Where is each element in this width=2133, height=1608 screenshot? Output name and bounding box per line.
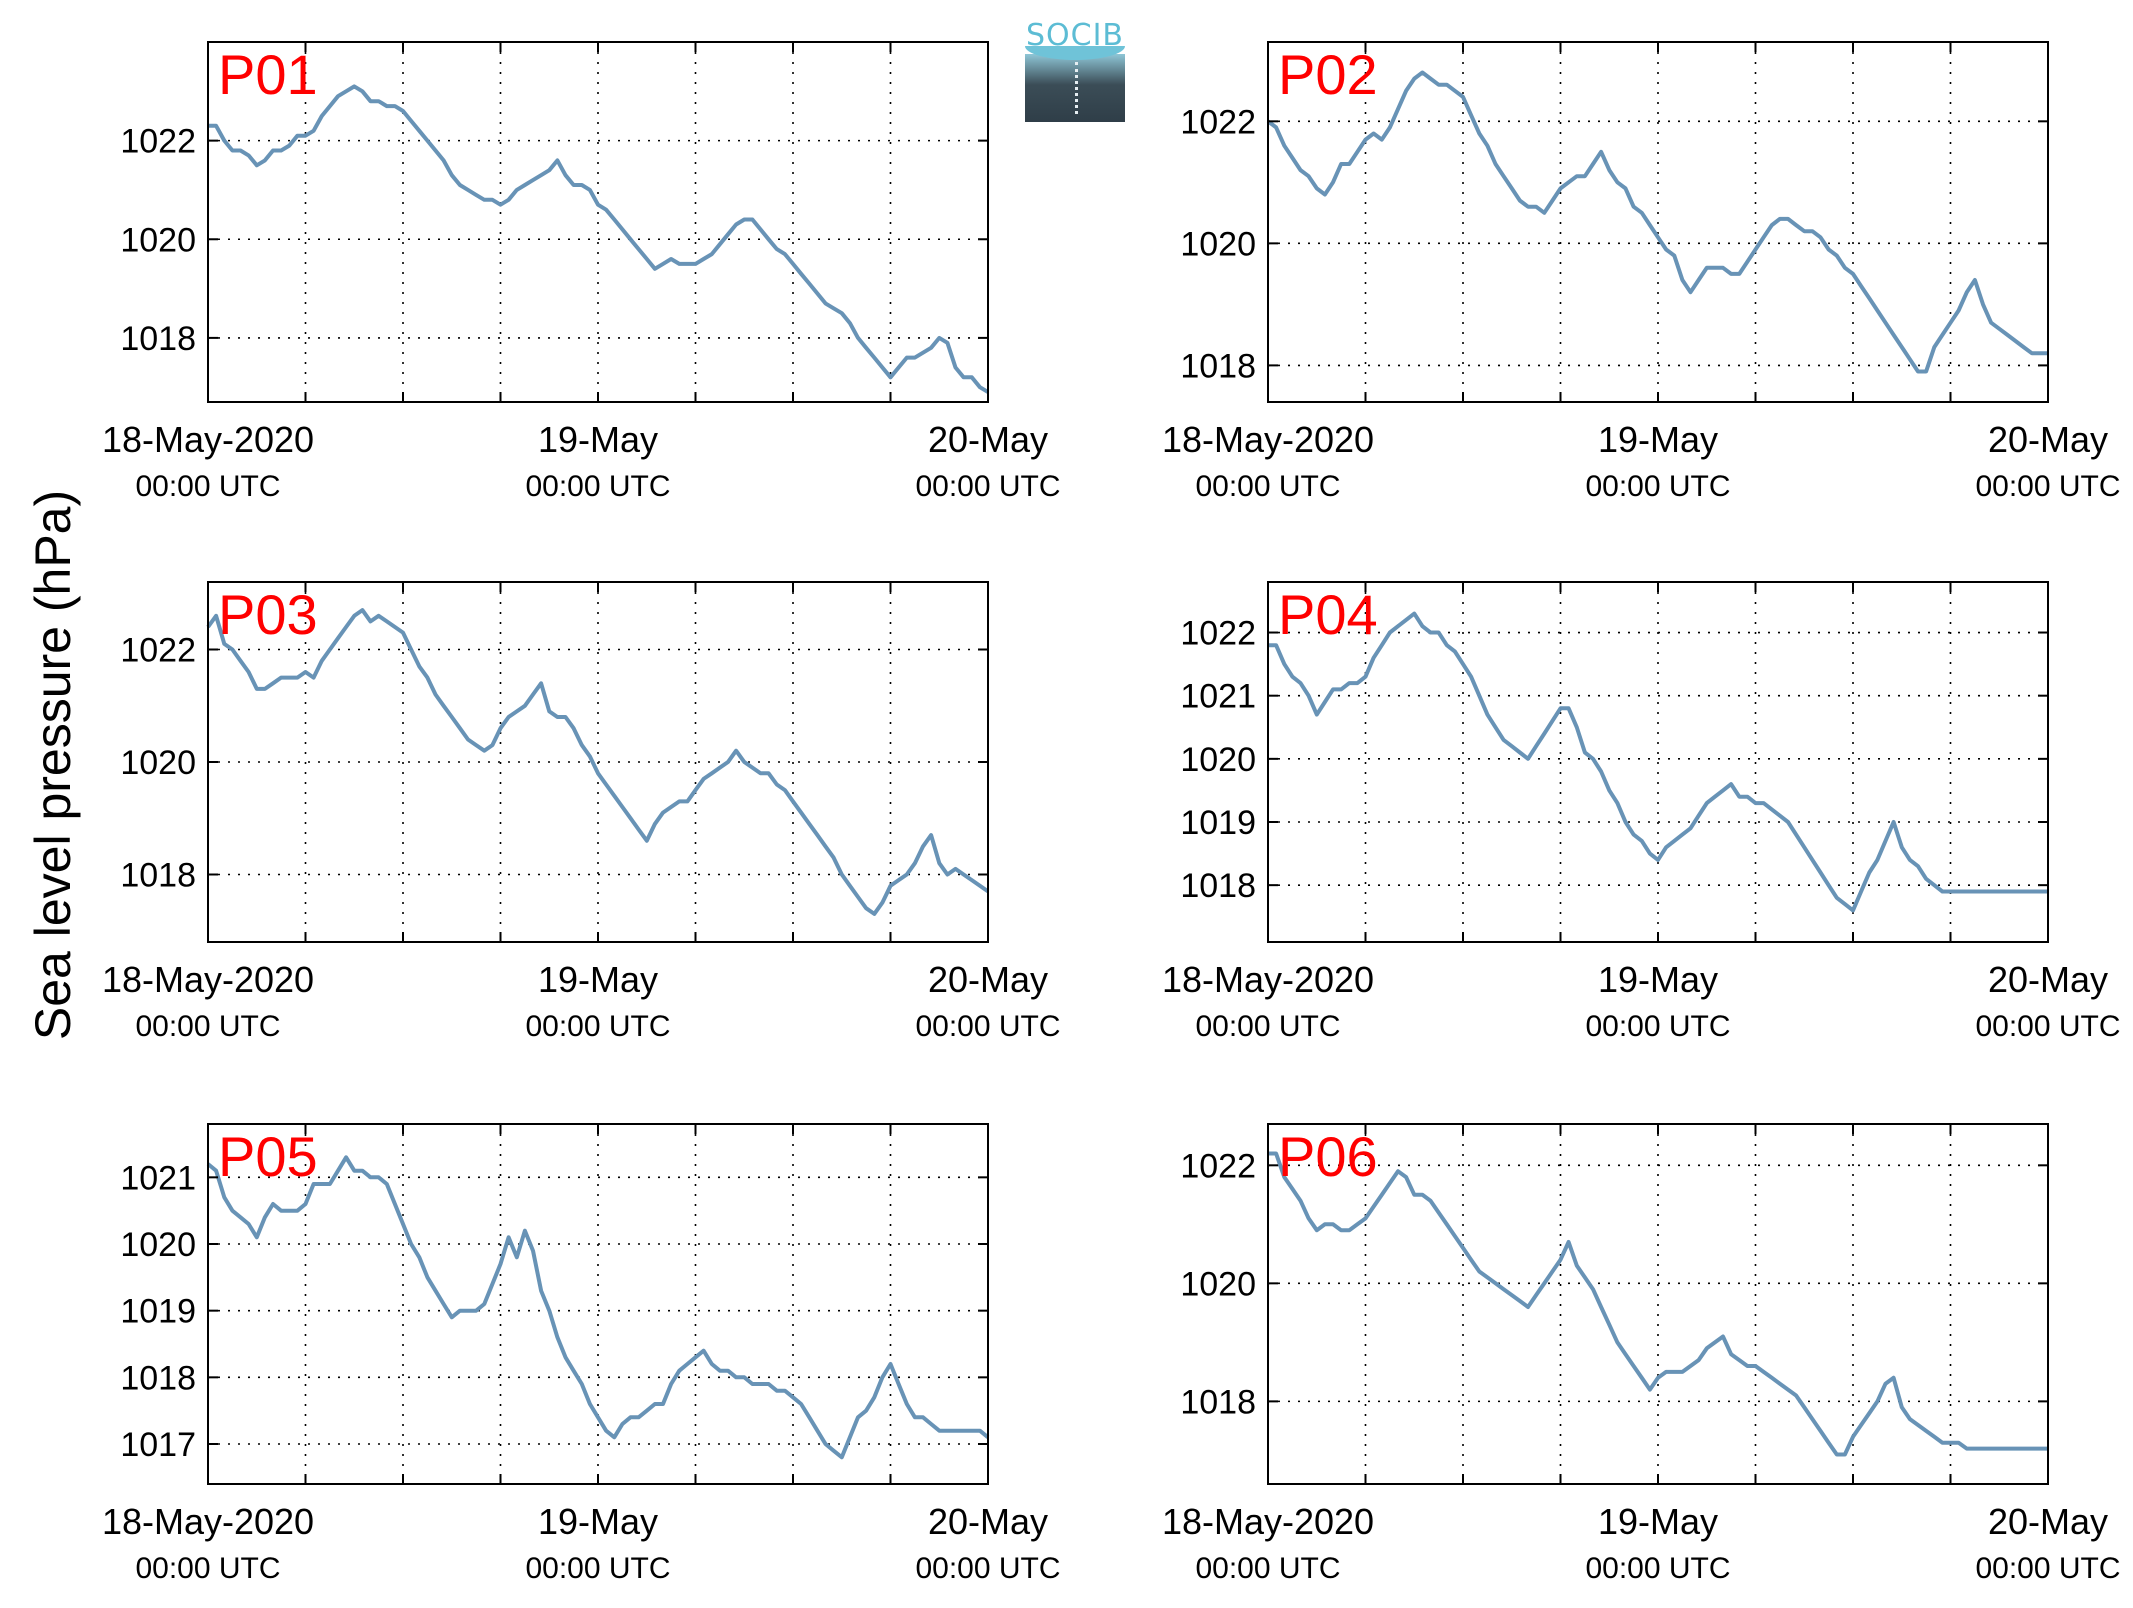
y-tick-label: 1020	[120, 1226, 196, 1264]
x-tick-label-date: 19-May	[538, 419, 658, 460]
pressure-line-p06	[1268, 1151, 2048, 1457]
panel-p03: 1018 1020 1022 18-May-2020 00:00 UTC 19-May 00…	[102, 581, 1061, 1043]
x-tick-label-date: 18-May-2020	[1162, 959, 1374, 1000]
panel-label: P04	[1278, 583, 1378, 646]
x-tick-label-date: 19-May	[1598, 1501, 1718, 1542]
y-tick-label: 1018	[120, 857, 196, 895]
x-tick-label-time: 00:00 UTC	[1585, 1010, 1730, 1043]
x-tick-label-date: 19-May	[1598, 959, 1718, 1000]
x-tick-label-date: 20-May	[928, 419, 1048, 460]
x-tick-label-time: 00:00 UTC	[1975, 470, 2120, 503]
y-tick-label: 1022	[1180, 1147, 1256, 1185]
y-tick-label: 1021	[1180, 678, 1256, 716]
x-tick-label-time: 00:00 UTC	[915, 470, 1060, 503]
panel-p06: 1018 1020 1022 18-May-2020 00:00 UTC 19-May 00…	[1162, 1123, 2121, 1585]
x-tick-label-time: 00:00 UTC	[525, 1010, 670, 1043]
panel-p02: 1018 1020 1022 18-May-2020 00:00 UTC 19-May 00…	[1162, 41, 2121, 503]
x-tick-label-time: 00:00 UTC	[1975, 1010, 2120, 1043]
pressure-line-p02	[1266, 70, 2048, 374]
pressure-line-p05	[206, 1155, 990, 1460]
x-tick-label-date: 20-May	[928, 1501, 1048, 1542]
x-tick-label-date: 20-May	[928, 959, 1048, 1000]
x-tick-label-time: 00:00 UTC	[1195, 1552, 1340, 1585]
y-tick-label: 1020	[1180, 741, 1256, 779]
y-tick-label: 1022	[120, 123, 196, 161]
panel-label: P01	[218, 43, 318, 106]
x-tick-label-time: 00:00 UTC	[525, 470, 670, 503]
x-tick-label-time: 00:00 UTC	[915, 1552, 1060, 1585]
x-tick-label-date: 20-May	[1988, 1501, 2108, 1542]
y-tick-label: 1019	[120, 1293, 196, 1331]
y-tick-label: 1019	[1180, 804, 1256, 842]
x-tick-label-time: 00:00 UTC	[135, 1552, 280, 1585]
x-tick-label-time: 00:00 UTC	[915, 1010, 1060, 1043]
x-tick-label-time: 00:00 UTC	[525, 1552, 670, 1585]
panel-p04: 1018 1019 1020 1021 1022 18-May-2020 00:00 UTC…	[1162, 581, 2121, 1043]
logo-wave	[1025, 46, 1125, 60]
logo-dotted-line	[1075, 62, 1078, 114]
x-tick-label-time: 00:00 UTC	[135, 1010, 280, 1043]
x-tick-label-date: 18-May-2020	[102, 1501, 314, 1542]
x-tick-label-date: 18-May-2020	[102, 959, 314, 1000]
y-tick-label: 1020	[1180, 225, 1256, 263]
x-tick-label-date: 18-May-2020	[1162, 419, 1374, 460]
x-tick-label-time: 00:00 UTC	[1975, 1552, 2120, 1585]
panel-p05: 1017 1018 1019 1020 1021 18-May-2020 00:00 UTC…	[102, 1123, 1061, 1585]
x-tick-label-date: 18-May-2020	[1162, 1501, 1374, 1542]
pressure-line-p04	[1268, 611, 2048, 913]
y-tick-label: 1022	[1180, 615, 1256, 653]
x-tick-label-time: 00:00 UTC	[1195, 470, 1340, 503]
x-tick-label-time: 00:00 UTC	[1585, 1552, 1730, 1585]
y-tick-label: 1020	[120, 221, 196, 259]
socib-logo: SOCIB	[1025, 18, 1125, 122]
panel-label: P06	[1278, 1125, 1378, 1188]
y-tick-label: 1017	[120, 1426, 196, 1464]
y-tick-label: 1018	[120, 320, 196, 358]
x-tick-label-time: 00:00 UTC	[1585, 470, 1730, 503]
panel-label: P05	[218, 1125, 318, 1188]
y-tick-label: 1022	[1180, 103, 1256, 141]
panel-p01: 1018 1020 1022 18-May-2020 00:00 UTC 19-May 00…	[102, 41, 1061, 503]
x-tick-label-time: 00:00 UTC	[1195, 1010, 1340, 1043]
y-tick-label: 1020	[1180, 1265, 1256, 1303]
x-tick-label-date: 19-May	[538, 959, 658, 1000]
y-tick-label: 1018	[120, 1359, 196, 1397]
x-tick-label-date: 18-May-2020	[102, 419, 314, 460]
y-tick-label: 1020	[120, 744, 196, 782]
y-tick-label: 1022	[120, 632, 196, 670]
y-tick-label: 1018	[1180, 1383, 1256, 1421]
x-tick-label-date: 20-May	[1988, 419, 2108, 460]
x-tick-label-date: 20-May	[1988, 959, 2108, 1000]
y-tick-label: 1018	[1180, 347, 1256, 385]
pressure-line-p03	[206, 608, 990, 916]
pressure-line-p01	[208, 84, 990, 394]
x-tick-label-time: 00:00 UTC	[135, 470, 280, 503]
x-tick-label-date: 19-May	[538, 1501, 658, 1542]
x-tick-label-date: 19-May	[1598, 419, 1718, 460]
panel-label: P03	[218, 583, 318, 646]
y-tick-label: 1021	[120, 1159, 196, 1197]
panel-label: P02	[1278, 43, 1378, 106]
y-tick-label: 1018	[1180, 867, 1256, 905]
